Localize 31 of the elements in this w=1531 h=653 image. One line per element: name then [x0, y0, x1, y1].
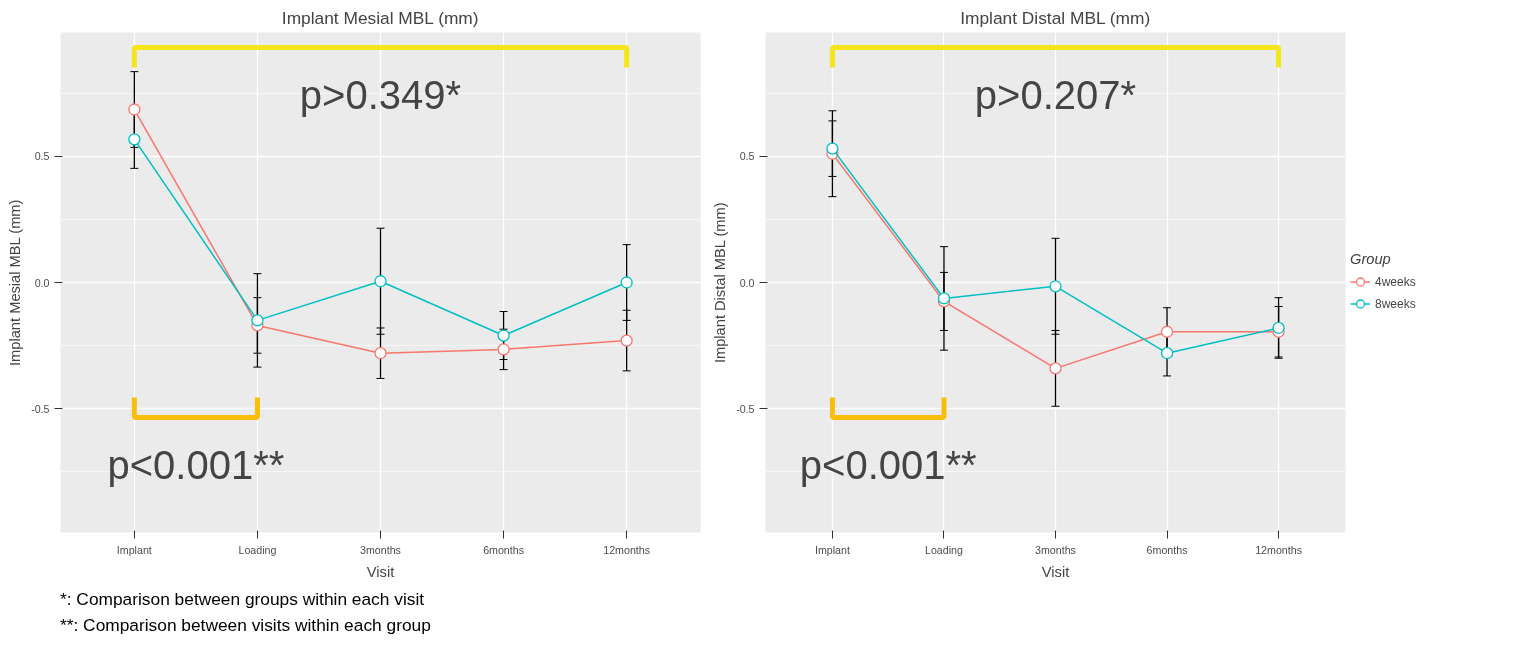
y-axis-title: Implant Distal MBL (mm): [712, 202, 729, 364]
x-tick-label: Loading: [238, 543, 277, 556]
x-tick-label: Implant: [116, 543, 152, 556]
x-axis-title: Visit: [1041, 563, 1070, 580]
x-tick-label: Implant: [814, 543, 850, 556]
x-tick-label: 3months: [1035, 543, 1076, 556]
chart-title: Implant Mesial MBL (mm): [281, 7, 479, 28]
x-tick-label: Loading: [925, 543, 963, 556]
x-axis-title: Visit: [366, 563, 395, 580]
y-tick-label: -0.5: [31, 402, 50, 415]
annotation: p<0.001**: [799, 442, 977, 487]
x-tick-label: 12months: [1255, 543, 1302, 556]
chart-title: Implant Distal MBL (mm): [960, 7, 1151, 28]
text: **: Comparison between visits within each group: [60, 614, 431, 635]
text: *: Comparison between groups within each visit: [60, 589, 425, 609]
legend-label: 8weeks: [1375, 296, 1416, 311]
annotation: p>0.349*: [299, 72, 462, 117]
y-tick-label: -0.5: [736, 402, 755, 415]
y-tick-label: 0.0: [739, 276, 755, 289]
y-tick-label: 0.5: [739, 150, 755, 163]
annotation: p<0.001**: [107, 442, 285, 487]
annotation: p>0.207*: [974, 72, 1137, 117]
y-tick-label: 0.0: [34, 276, 50, 289]
legend-title: Group: [1350, 250, 1392, 267]
y-axis-title: Implant Mesial MBL (mm): [7, 199, 24, 366]
x-tick-label: 12months: [603, 543, 651, 556]
x-tick-label: 3months: [360, 543, 401, 556]
y-tick-label: 0.5: [34, 150, 50, 163]
legend-label: 4weeks: [1375, 274, 1416, 289]
x-tick-label: 6months: [483, 543, 525, 556]
x-tick-label: 6months: [1146, 543, 1188, 556]
